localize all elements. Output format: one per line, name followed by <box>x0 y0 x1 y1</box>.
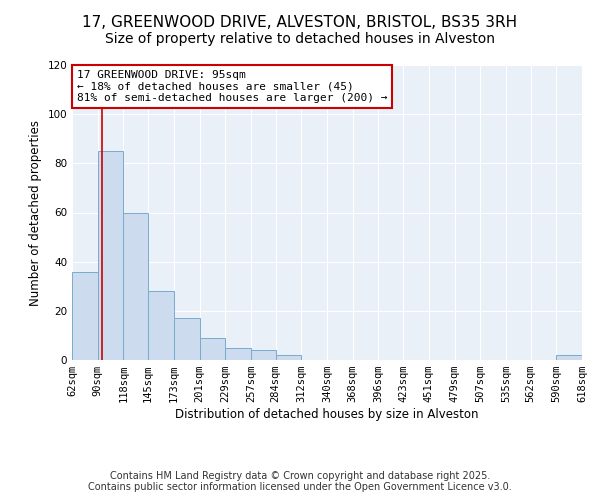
Bar <box>174 318 199 360</box>
Bar <box>98 151 124 360</box>
Bar <box>148 291 174 360</box>
X-axis label: Distribution of detached houses by size in Alveston: Distribution of detached houses by size … <box>175 408 479 421</box>
Y-axis label: Number of detached properties: Number of detached properties <box>29 120 42 306</box>
Bar <box>556 355 582 360</box>
Bar <box>251 350 275 360</box>
Bar <box>124 212 148 360</box>
Text: 17, GREENWOOD DRIVE, ALVESTON, BRISTOL, BS35 3RH: 17, GREENWOOD DRIVE, ALVESTON, BRISTOL, … <box>82 15 518 30</box>
Text: Size of property relative to detached houses in Alveston: Size of property relative to detached ho… <box>105 32 495 46</box>
Text: Contains HM Land Registry data © Crown copyright and database right 2025.
Contai: Contains HM Land Registry data © Crown c… <box>88 471 512 492</box>
Bar <box>72 272 98 360</box>
Bar <box>275 355 301 360</box>
Bar <box>199 338 225 360</box>
Text: 17 GREENWOOD DRIVE: 95sqm
← 18% of detached houses are smaller (45)
81% of semi-: 17 GREENWOOD DRIVE: 95sqm ← 18% of detac… <box>77 70 387 103</box>
Bar <box>225 348 251 360</box>
